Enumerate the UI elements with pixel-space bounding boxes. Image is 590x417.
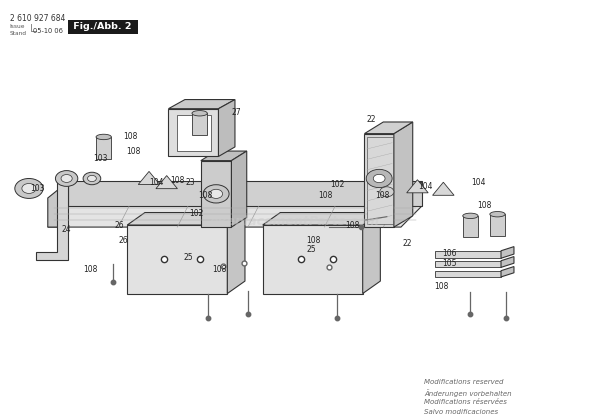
- Bar: [96, 137, 112, 158]
- Polygon shape: [68, 181, 421, 206]
- Text: 108: 108: [375, 191, 389, 200]
- Text: 102: 102: [189, 209, 204, 218]
- Text: 108: 108: [126, 147, 140, 156]
- Text: 22: 22: [367, 115, 376, 123]
- Text: 108: 108: [212, 265, 227, 274]
- Polygon shape: [432, 182, 454, 195]
- Polygon shape: [363, 213, 381, 294]
- Polygon shape: [501, 256, 514, 267]
- Text: 108: 108: [123, 133, 137, 141]
- Ellipse shape: [192, 111, 207, 116]
- Polygon shape: [156, 176, 178, 188]
- Text: 104: 104: [418, 182, 433, 191]
- Text: 23: 23: [185, 178, 195, 187]
- Text: 104: 104: [471, 178, 486, 187]
- Text: Salvo modificaciones: Salvo modificaciones: [424, 409, 499, 414]
- Text: 24: 24: [62, 226, 71, 234]
- Polygon shape: [263, 213, 381, 225]
- Circle shape: [87, 176, 96, 181]
- Text: 22: 22: [402, 239, 412, 248]
- Text: Modifications réservées: Modifications réservées: [424, 399, 507, 404]
- Text: 26: 26: [119, 236, 128, 245]
- Text: 108: 108: [477, 201, 491, 210]
- Text: 25: 25: [307, 245, 316, 254]
- Polygon shape: [394, 122, 413, 227]
- Ellipse shape: [490, 211, 505, 217]
- Text: 2 610 927 684: 2 610 927 684: [9, 14, 65, 23]
- Text: 108: 108: [319, 191, 333, 200]
- Text: 27: 27: [231, 108, 241, 117]
- Text: 108: 108: [434, 282, 448, 291]
- Text: 26: 26: [115, 221, 124, 230]
- Polygon shape: [169, 109, 218, 156]
- Polygon shape: [201, 151, 247, 161]
- Polygon shape: [127, 225, 227, 294]
- Polygon shape: [501, 266, 514, 277]
- Text: 104: 104: [149, 178, 164, 187]
- Polygon shape: [407, 180, 428, 193]
- Circle shape: [61, 175, 72, 182]
- Bar: [435, 271, 501, 277]
- Text: 108: 108: [198, 191, 213, 200]
- Text: 105: 105: [442, 259, 457, 268]
- Circle shape: [55, 171, 78, 186]
- Text: 108: 108: [170, 176, 185, 185]
- Text: Issue: Issue: [9, 24, 25, 29]
- Text: Modifications reserved: Modifications reserved: [424, 379, 504, 385]
- Polygon shape: [169, 100, 235, 109]
- Text: 103: 103: [93, 154, 108, 163]
- Polygon shape: [365, 122, 413, 133]
- Ellipse shape: [96, 134, 112, 140]
- Circle shape: [209, 189, 222, 198]
- Bar: [435, 261, 501, 267]
- Text: Änderungen vorbehalten: Änderungen vorbehalten: [424, 389, 512, 397]
- Circle shape: [83, 172, 101, 185]
- Bar: [177, 115, 211, 151]
- Ellipse shape: [463, 213, 478, 219]
- Text: 103: 103: [30, 184, 44, 193]
- Text: Stand: Stand: [9, 31, 27, 36]
- Polygon shape: [263, 225, 363, 294]
- Circle shape: [22, 183, 36, 193]
- Text: eReplacementParts.com: eReplacementParts.com: [210, 215, 380, 228]
- Text: 106: 106: [442, 249, 457, 258]
- Text: 102: 102: [330, 180, 345, 189]
- Text: 108: 108: [346, 221, 360, 230]
- Polygon shape: [218, 100, 235, 156]
- Circle shape: [203, 185, 229, 203]
- Polygon shape: [227, 213, 245, 294]
- Circle shape: [366, 169, 392, 188]
- Polygon shape: [231, 151, 247, 227]
- Bar: [463, 216, 478, 237]
- Polygon shape: [365, 133, 394, 227]
- Circle shape: [380, 187, 394, 197]
- Polygon shape: [36, 181, 68, 260]
- Bar: [192, 113, 207, 135]
- Polygon shape: [127, 213, 245, 225]
- Circle shape: [373, 174, 385, 183]
- Text: Fig./Abb. 2: Fig./Abb. 2: [70, 22, 135, 31]
- Polygon shape: [501, 246, 514, 258]
- Bar: [490, 214, 505, 236]
- Text: 25: 25: [183, 253, 193, 262]
- Text: 108: 108: [83, 265, 97, 274]
- Polygon shape: [138, 171, 160, 184]
- Circle shape: [15, 178, 43, 198]
- Polygon shape: [48, 181, 68, 227]
- Polygon shape: [48, 206, 421, 227]
- Text: 108: 108: [307, 236, 321, 245]
- Polygon shape: [201, 161, 231, 227]
- Bar: [435, 251, 501, 258]
- Bar: [367, 137, 393, 224]
- Text: 05-10 06: 05-10 06: [33, 28, 63, 34]
